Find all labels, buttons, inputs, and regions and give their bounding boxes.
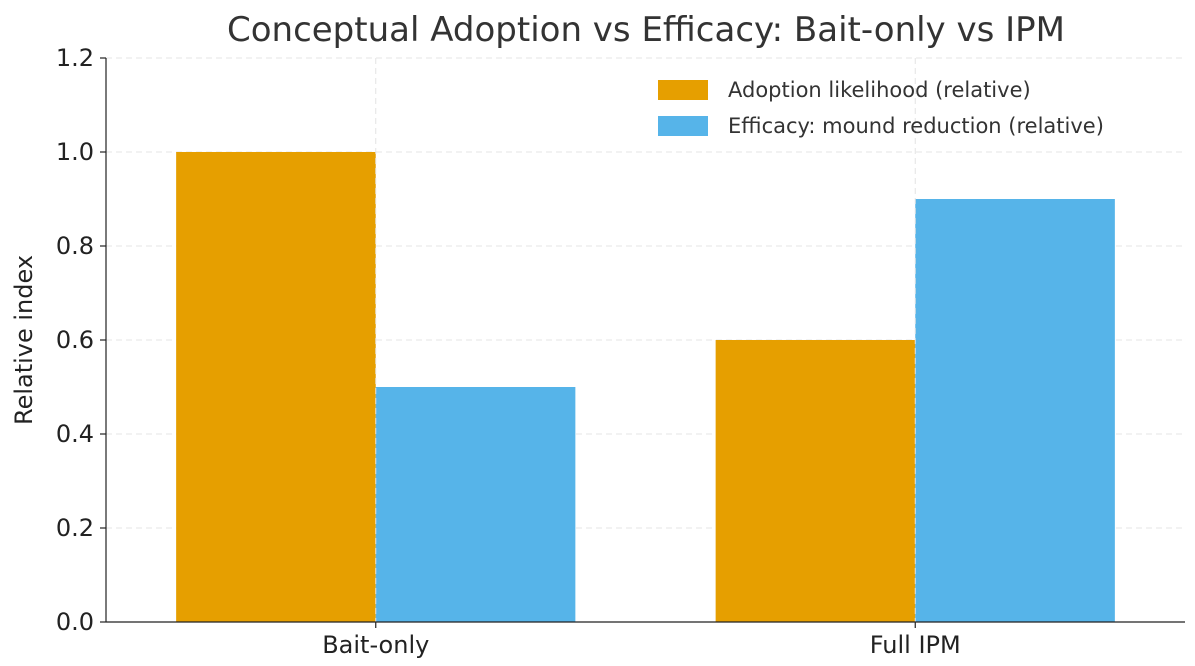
bar-adoption-1 (715, 340, 916, 622)
x-ticks: Bait-only Full IPM (322, 622, 961, 659)
chart-title: Conceptual Adoption vs Efficacy: Bait-on… (227, 10, 1065, 50)
bar-efficacy-1 (915, 199, 1115, 622)
legend-label: Adoption likelihood (relative) (728, 78, 1031, 102)
legend: Adoption likelihood (relative) Efficacy: … (658, 78, 1104, 138)
y-tick-label: 0.8 (56, 232, 94, 260)
y-ticks: 0.0 0.2 0.4 0.6 0.8 1.0 1.2 (56, 44, 106, 636)
y-tick-label: 0.4 (56, 420, 94, 448)
y-axis-label: Relative index (10, 255, 38, 425)
legend-swatch (658, 80, 708, 100)
x-tick-label: Full IPM (870, 631, 961, 659)
y-tick-label: 0.2 (56, 514, 94, 542)
legend-label: Efficacy: mound reduction (relative) (728, 114, 1104, 138)
bar-efficacy-0 (375, 387, 576, 622)
y-tick-label: 0.6 (56, 326, 94, 354)
x-grid (375, 58, 916, 622)
y-tick-label: 0.0 (56, 608, 94, 636)
bars (176, 152, 1115, 622)
y-tick-label: 1.2 (56, 44, 94, 72)
legend-swatch (658, 116, 708, 136)
y-tick-label: 1.0 (56, 138, 94, 166)
x-tick-label: Bait-only (322, 631, 429, 659)
bar-adoption-0 (176, 152, 376, 622)
